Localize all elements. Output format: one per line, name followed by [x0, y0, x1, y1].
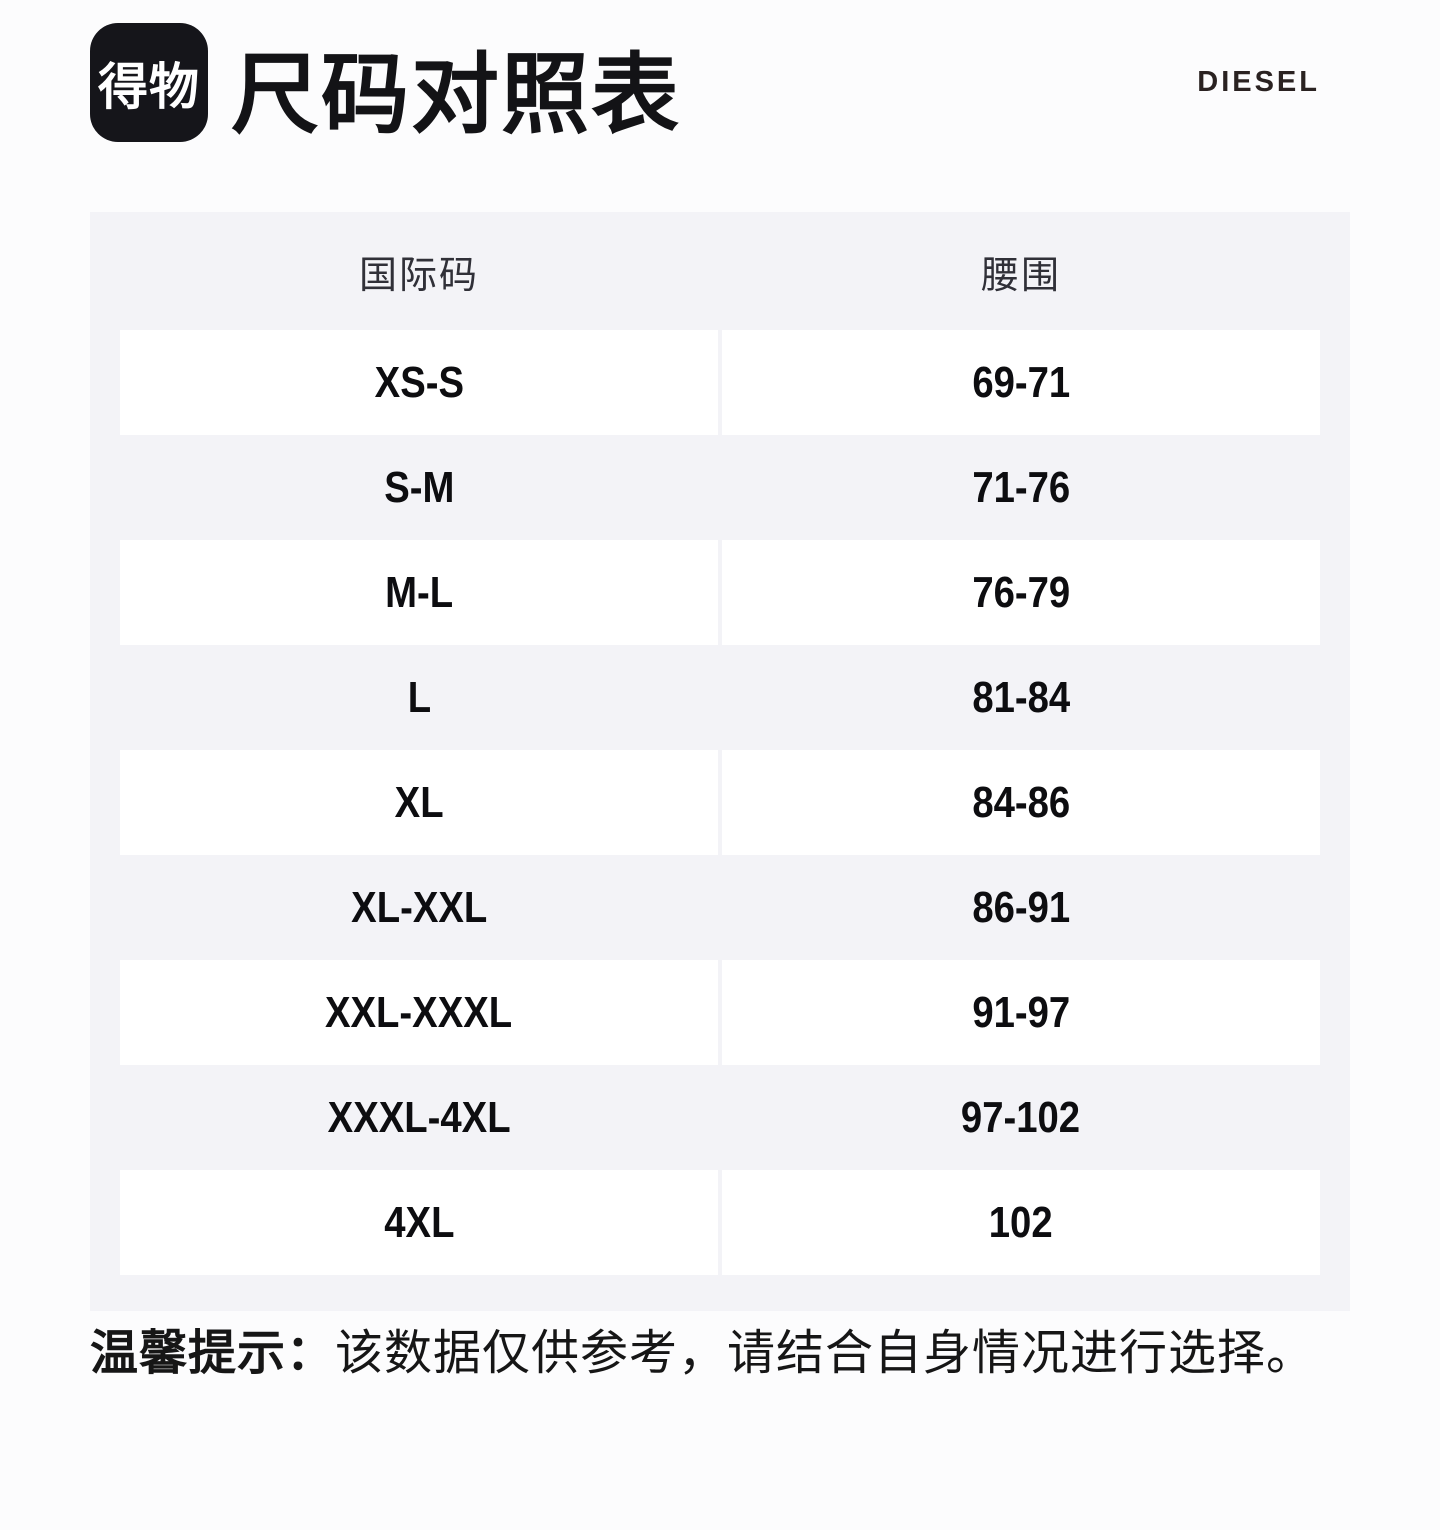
table-row: S-M 71-76 — [120, 435, 1320, 540]
size-value: XS-S — [374, 357, 464, 407]
table-row: XXXL-4XL 97-102 — [120, 1065, 1320, 1170]
waist-value: 102 — [989, 1197, 1053, 1247]
waist-cell: 97-102 — [722, 1065, 1320, 1170]
size-cell: 4XL — [120, 1170, 718, 1275]
waist-value: 76-79 — [972, 567, 1070, 617]
table-row: XS-S 69-71 — [120, 330, 1320, 435]
waist-cell: 69-71 — [722, 330, 1320, 435]
waist-cell: 86-91 — [722, 855, 1320, 960]
page-title: 尺码对照表 — [231, 45, 682, 144]
table-row: L 81-84 — [120, 645, 1320, 750]
size-cell: M-L — [120, 540, 718, 645]
size-cell: XL-XXL — [120, 855, 718, 960]
column-header-international-size: 国际码 — [358, 254, 479, 297]
table-row: XL 84-86 — [120, 750, 1320, 855]
diesel-brand-logo: DIESEL — [1197, 66, 1320, 98]
size-cell: XXXL-4XL — [120, 1065, 718, 1170]
waist-cell: 81-84 — [722, 645, 1320, 750]
waist-cell: 76-79 — [722, 540, 1320, 645]
table-row: XL-XXL 86-91 — [120, 855, 1320, 960]
size-value: XXXL-4XL — [327, 1092, 511, 1142]
disclaimer-label: 温馨提示： — [90, 1327, 336, 1380]
waist-cell: 71-76 — [722, 435, 1320, 540]
table-row: M-L 76-79 — [120, 540, 1320, 645]
dewu-logo-text: 得物 — [98, 58, 200, 115]
table-row: 4XL 102 — [120, 1170, 1320, 1275]
size-value: 4XL — [383, 1197, 455, 1247]
waist-value: 97-102 — [961, 1092, 1081, 1142]
table-row: XXL-XXXL 91-97 — [120, 960, 1320, 1065]
column-header-waist: 腰围 — [980, 254, 1061, 297]
waist-value: 91-97 — [972, 987, 1070, 1037]
size-cell: XXL-XXXL — [120, 960, 718, 1065]
size-value: XXL-XXXL — [325, 987, 513, 1037]
size-value: M-L — [384, 567, 454, 617]
waist-cell: 102 — [722, 1170, 1320, 1275]
waist-cell: 91-97 — [722, 960, 1320, 1065]
size-table: 国际码 腰围 XS-S 69-71 S-M 71-76 M-L 76-79 L … — [90, 212, 1350, 1311]
size-value: XL-XXL — [350, 882, 488, 932]
size-cell: S-M — [120, 435, 718, 540]
disclaimer-note: 温馨提示：该数据仅供参考，请结合自身情况进行选择。 — [90, 1323, 1350, 1385]
size-value: L — [407, 672, 431, 722]
waist-value: 69-71 — [972, 357, 1070, 407]
waist-cell: 84-86 — [722, 750, 1320, 855]
size-cell: XL — [120, 750, 718, 855]
waist-value: 84-86 — [972, 777, 1070, 827]
page-header: 得物 尺码对照表 DIESEL — [0, 0, 1440, 212]
waist-value: 81-84 — [972, 672, 1070, 722]
size-value: XL — [394, 777, 444, 827]
dewu-logo: 得物 — [90, 23, 208, 142]
disclaimer-text: 该数据仅供参考，请结合自身情况进行选择。 — [335, 1327, 1316, 1380]
waist-value: 86-91 — [972, 882, 1070, 932]
size-cell: XS-S — [120, 330, 718, 435]
table-header-row: 国际码 腰围 — [120, 212, 1320, 330]
size-cell: L — [120, 645, 718, 750]
waist-value: 71-76 — [972, 462, 1070, 512]
size-value: S-M — [383, 462, 455, 512]
